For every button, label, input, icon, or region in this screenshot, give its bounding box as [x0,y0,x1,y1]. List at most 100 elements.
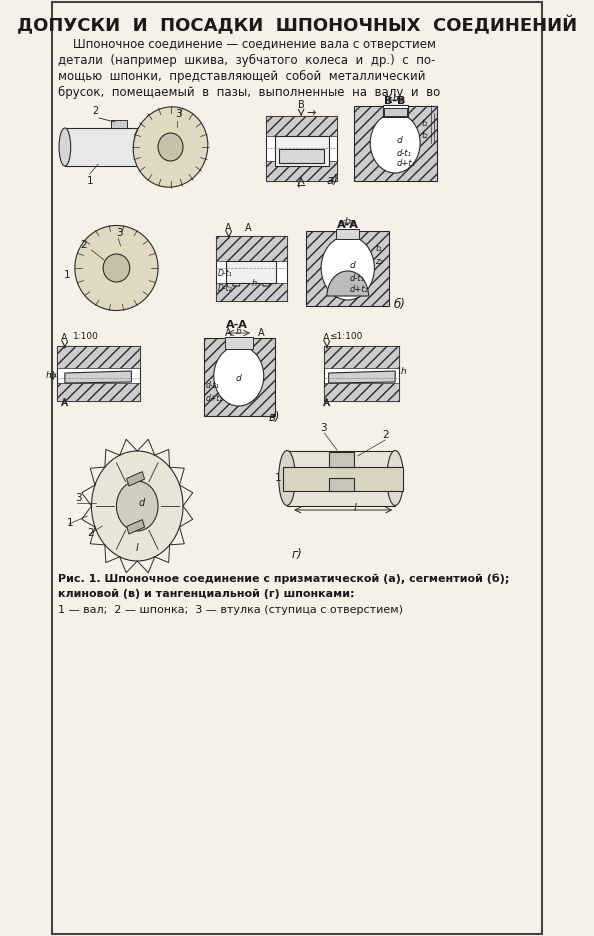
Bar [324,346,399,401]
Text: клиновой (в) и тангенциальной (г) шпонками:: клиновой (в) и тангенциальной (г) шпонка… [58,589,355,599]
Bar [336,229,359,239]
Text: t₂: t₂ [422,131,428,140]
Text: d-t₁: d-t₁ [349,274,364,283]
Text: мощью  шпонки,  представляющей  собой  металлический: мощью шпонки, представляющей собой метал… [58,70,426,83]
Text: h: h [251,279,257,288]
Text: В: В [298,100,305,110]
Bar [287,451,395,506]
Text: А: А [258,328,264,338]
Bar [225,337,253,349]
Text: ДОПУСКИ  И  ПОСАДКИ  ШПОНОЧНЫХ  СОЕДИНЕНИЙ: ДОПУСКИ И ПОСАДКИ ШПОНОЧНЫХ СОЕДИНЕНИЙ [17,16,577,36]
Ellipse shape [279,450,295,505]
Text: d+t₂: d+t₂ [349,285,368,294]
Ellipse shape [134,128,146,166]
Bar [110,120,127,128]
Bar [56,346,140,368]
Text: А-А: А-А [337,220,359,230]
Bar [56,346,140,401]
Text: d+t₂: d+t₂ [397,159,416,168]
Text: h: h [46,371,52,380]
Bar [266,161,337,181]
Text: 1: 1 [87,176,93,186]
Circle shape [370,113,420,173]
Text: 1: 1 [64,270,71,280]
Text: в): в) [269,411,280,424]
Text: 2: 2 [93,106,99,116]
Text: б): б) [393,298,405,311]
Text: d: d [397,136,403,145]
Wedge shape [327,271,368,296]
Text: 3: 3 [175,109,181,119]
Text: А: А [323,398,330,408]
Wedge shape [233,264,270,286]
Text: Рис. 1. Шпоночное соединение с призматической (а), сегментиой (б);: Рис. 1. Шпоночное соединение с призматич… [58,573,510,583]
Ellipse shape [59,128,71,166]
Text: 2: 2 [383,430,389,440]
Text: В-В: В-В [384,96,406,106]
Bar [56,383,140,401]
Text: 3: 3 [320,423,327,433]
FancyBboxPatch shape [383,105,407,117]
Bar [306,231,389,306]
Bar [204,338,274,416]
Text: ≤1:100: ≤1:100 [328,332,362,341]
Bar [353,106,437,181]
Text: А: А [225,328,231,338]
Bar [216,236,287,301]
Text: 1:100: 1:100 [73,332,99,341]
Circle shape [116,481,158,531]
Bar [127,472,144,486]
Bar [65,128,140,166]
Polygon shape [328,452,353,467]
Text: А: А [245,223,251,233]
Bar [324,383,399,401]
Bar [266,116,337,136]
Text: 1: 1 [274,473,281,483]
Text: l: l [136,543,138,553]
Bar [216,283,287,301]
Ellipse shape [158,133,183,161]
Polygon shape [328,478,353,491]
Bar [274,136,328,166]
Text: D-t₁: D-t₁ [218,269,233,278]
Text: г): г) [292,548,302,561]
Text: d-t₁: d-t₁ [397,149,412,158]
Text: 2: 2 [87,528,94,538]
Text: t₁: t₁ [422,119,428,128]
Text: h: h [401,367,407,376]
Text: 3: 3 [116,228,123,238]
Bar [283,467,403,491]
Text: b: b [345,217,350,226]
Text: b: b [392,94,398,103]
Text: А: А [61,333,67,343]
Bar [279,149,324,163]
Bar [127,519,144,534]
Text: d-t₁: d-t₁ [206,381,219,390]
Text: d: d [236,374,242,383]
Text: А: А [323,333,330,343]
Bar [216,236,287,261]
Text: l: l [353,503,356,513]
Bar [324,346,399,368]
Bar [384,108,407,116]
Text: t₁: t₁ [375,244,382,253]
Text: b: b [236,327,242,336]
Text: →: → [296,178,306,188]
Ellipse shape [75,226,158,311]
Ellipse shape [103,254,129,282]
Text: А: А [225,223,231,233]
Text: d+t₂: d+t₂ [206,394,223,403]
Text: а): а) [327,174,339,187]
Circle shape [321,236,374,300]
Text: →: → [306,108,315,118]
Text: брусок,  помещаемый  в  пазы,  выполненные  на  валу  и  во: брусок, помещаемый в пазы, выполненные н… [58,86,441,99]
Text: А: А [61,398,67,408]
Text: z₂: z₂ [375,257,383,266]
Ellipse shape [133,107,208,187]
Bar [266,116,337,181]
Circle shape [214,346,264,406]
Text: 1 — вал;  2 — шпонка;  3 — втулка (ступица с отверстием): 1 — вал; 2 — шпонка; 3 — втулка (ступица… [58,605,403,615]
Text: детали  (например  шкива,  зубчатого  колеса  и  др.)  с  по-: детали (например шкива, зубчатого колеса… [58,54,435,67]
Polygon shape [65,371,131,383]
Bar [226,261,276,283]
